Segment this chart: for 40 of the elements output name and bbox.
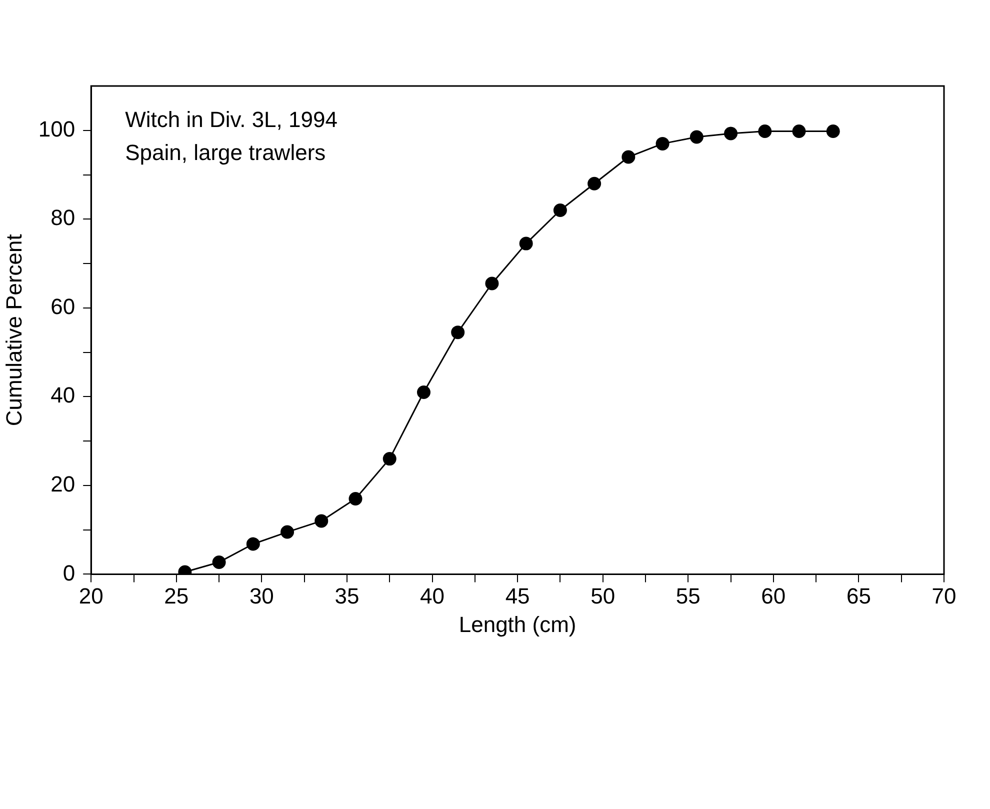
x-tick-label: 70 (932, 583, 956, 608)
x-tick-label: 40 (420, 583, 445, 608)
x-tick-label: 30 (249, 583, 274, 608)
y-tick-label: 20 (50, 472, 76, 496)
point (690, 130, 704, 144)
y-tick-label: 0 (62, 560, 76, 586)
point (758, 124, 772, 138)
x-tick-label: 50 (590, 583, 616, 608)
point (826, 124, 840, 138)
y-tick-label: 100 (38, 116, 76, 142)
point (212, 555, 226, 569)
x-tick-label: 65 (846, 583, 871, 608)
point (485, 276, 499, 290)
y-tick-label: 40 (50, 382, 76, 408)
point (314, 514, 328, 528)
point (588, 176, 602, 190)
x-tick-label: 35 (334, 583, 360, 608)
x-tick-label: 60 (761, 583, 786, 608)
point (553, 204, 567, 218)
x-tick-label: 55 (676, 583, 700, 608)
point (724, 126, 738, 140)
point (519, 236, 533, 250)
annotation: Spain, large trawlers (125, 140, 326, 166)
point (792, 124, 806, 138)
y-axis-title: Cumulative Percent (1, 234, 26, 426)
point (656, 136, 670, 150)
y-tick-label: 60 (50, 294, 76, 319)
point (416, 385, 430, 399)
annotation: Witch in Div. 3L, 1994 (125, 107, 338, 132)
x-tick-label: 45 (505, 583, 530, 608)
point (622, 150, 636, 164)
x-tick-label: 20 (78, 583, 104, 608)
x-tick-label: 25 (164, 583, 189, 608)
point (246, 537, 260, 551)
point (451, 326, 465, 340)
point (382, 452, 396, 466)
x-axis-title: Length (cm) (458, 612, 576, 637)
y-tick-label: 80 (50, 205, 76, 230)
point (280, 525, 294, 539)
point (348, 492, 362, 506)
